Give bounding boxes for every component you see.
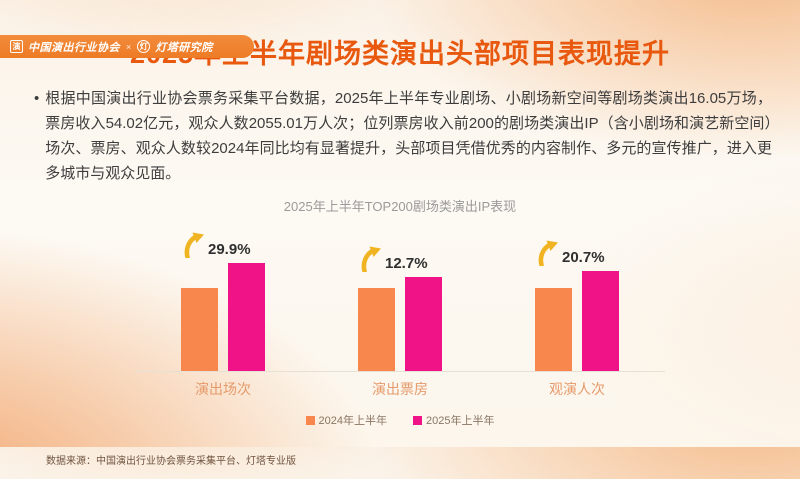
- org-name-left: 中国演出行业协会: [28, 41, 120, 54]
- legend-swatch-2025: [413, 415, 422, 425]
- bar-2024: [358, 288, 395, 371]
- association-seal-icon: 演: [10, 40, 23, 53]
- data-source-note: 数据来源：中国演出行业协会票务采集平台、灯塔专业版: [46, 456, 296, 467]
- growth-annotation: 29.9%: [183, 232, 251, 259]
- category-label: 演出票房: [372, 381, 428, 397]
- chart-legend: 2024年上半年 2025年上半年: [0, 412, 800, 428]
- bar-chart-plot: 29.9% 12.7% 20.7%: [135, 231, 665, 372]
- category-label: 观演人次: [549, 381, 605, 397]
- growth-arrow-icon: [184, 232, 204, 259]
- category-label: 演出场次: [195, 381, 251, 397]
- bar-2025: [582, 270, 619, 371]
- bar-2025: [405, 277, 442, 371]
- legend-item-2025: 2025年上半年: [413, 412, 494, 428]
- category-labels: 演出场次 演出票房 观演人次: [135, 379, 665, 399]
- summary-text: 根据中国演出行业协会票务采集平台数据，2025年上半年专业剧场、小剧场新空间等剧…: [45, 90, 772, 182]
- growth-arrow-icon: [538, 240, 558, 266]
- growth-label: 20.7%: [562, 248, 605, 266]
- bullet-marker: •: [34, 90, 40, 107]
- lighthouse-icon: 灯: [137, 40, 151, 53]
- legend-item-2024: 2024年上半年: [305, 412, 387, 428]
- growth-label: 12.7%: [385, 255, 428, 273]
- chart-title: 2025年上半年TOP200剧场类演出IP表现: [283, 199, 517, 214]
- bar-group-sessions: 29.9%: [181, 231, 265, 371]
- growth-annotation: 20.7%: [537, 240, 605, 266]
- summary-paragraph-block: • 根据中国演出行业协会票务采集平台数据，2025年上半年专业剧场、小剧场新空间…: [34, 86, 772, 186]
- growth-annotation: 12.7%: [360, 246, 428, 273]
- legend-label-2025: 2025年上半年: [426, 415, 495, 427]
- bar-2024: [535, 288, 572, 371]
- slide: { "header": { "org_left": "中国演出行业协会", "d…: [0, 32, 800, 479]
- bar-2025: [228, 263, 265, 371]
- org-name-right: 灯塔研究院: [155, 41, 213, 54]
- bar-2024: [181, 288, 218, 371]
- legend-label-2024: 2024年上半年: [318, 415, 387, 427]
- bar-group-boxoffice: 12.7%: [358, 231, 442, 371]
- collab-x-divider: ×: [126, 41, 132, 52]
- legend-swatch-2024: [305, 415, 315, 425]
- growth-arrow-icon: [361, 246, 381, 273]
- bar-group-attendance: 20.7%: [535, 231, 619, 371]
- growth-label: 29.9%: [208, 241, 251, 259]
- org-banner: 演 中国演出行业协会 × 灯 灯塔研究院: [0, 35, 254, 58]
